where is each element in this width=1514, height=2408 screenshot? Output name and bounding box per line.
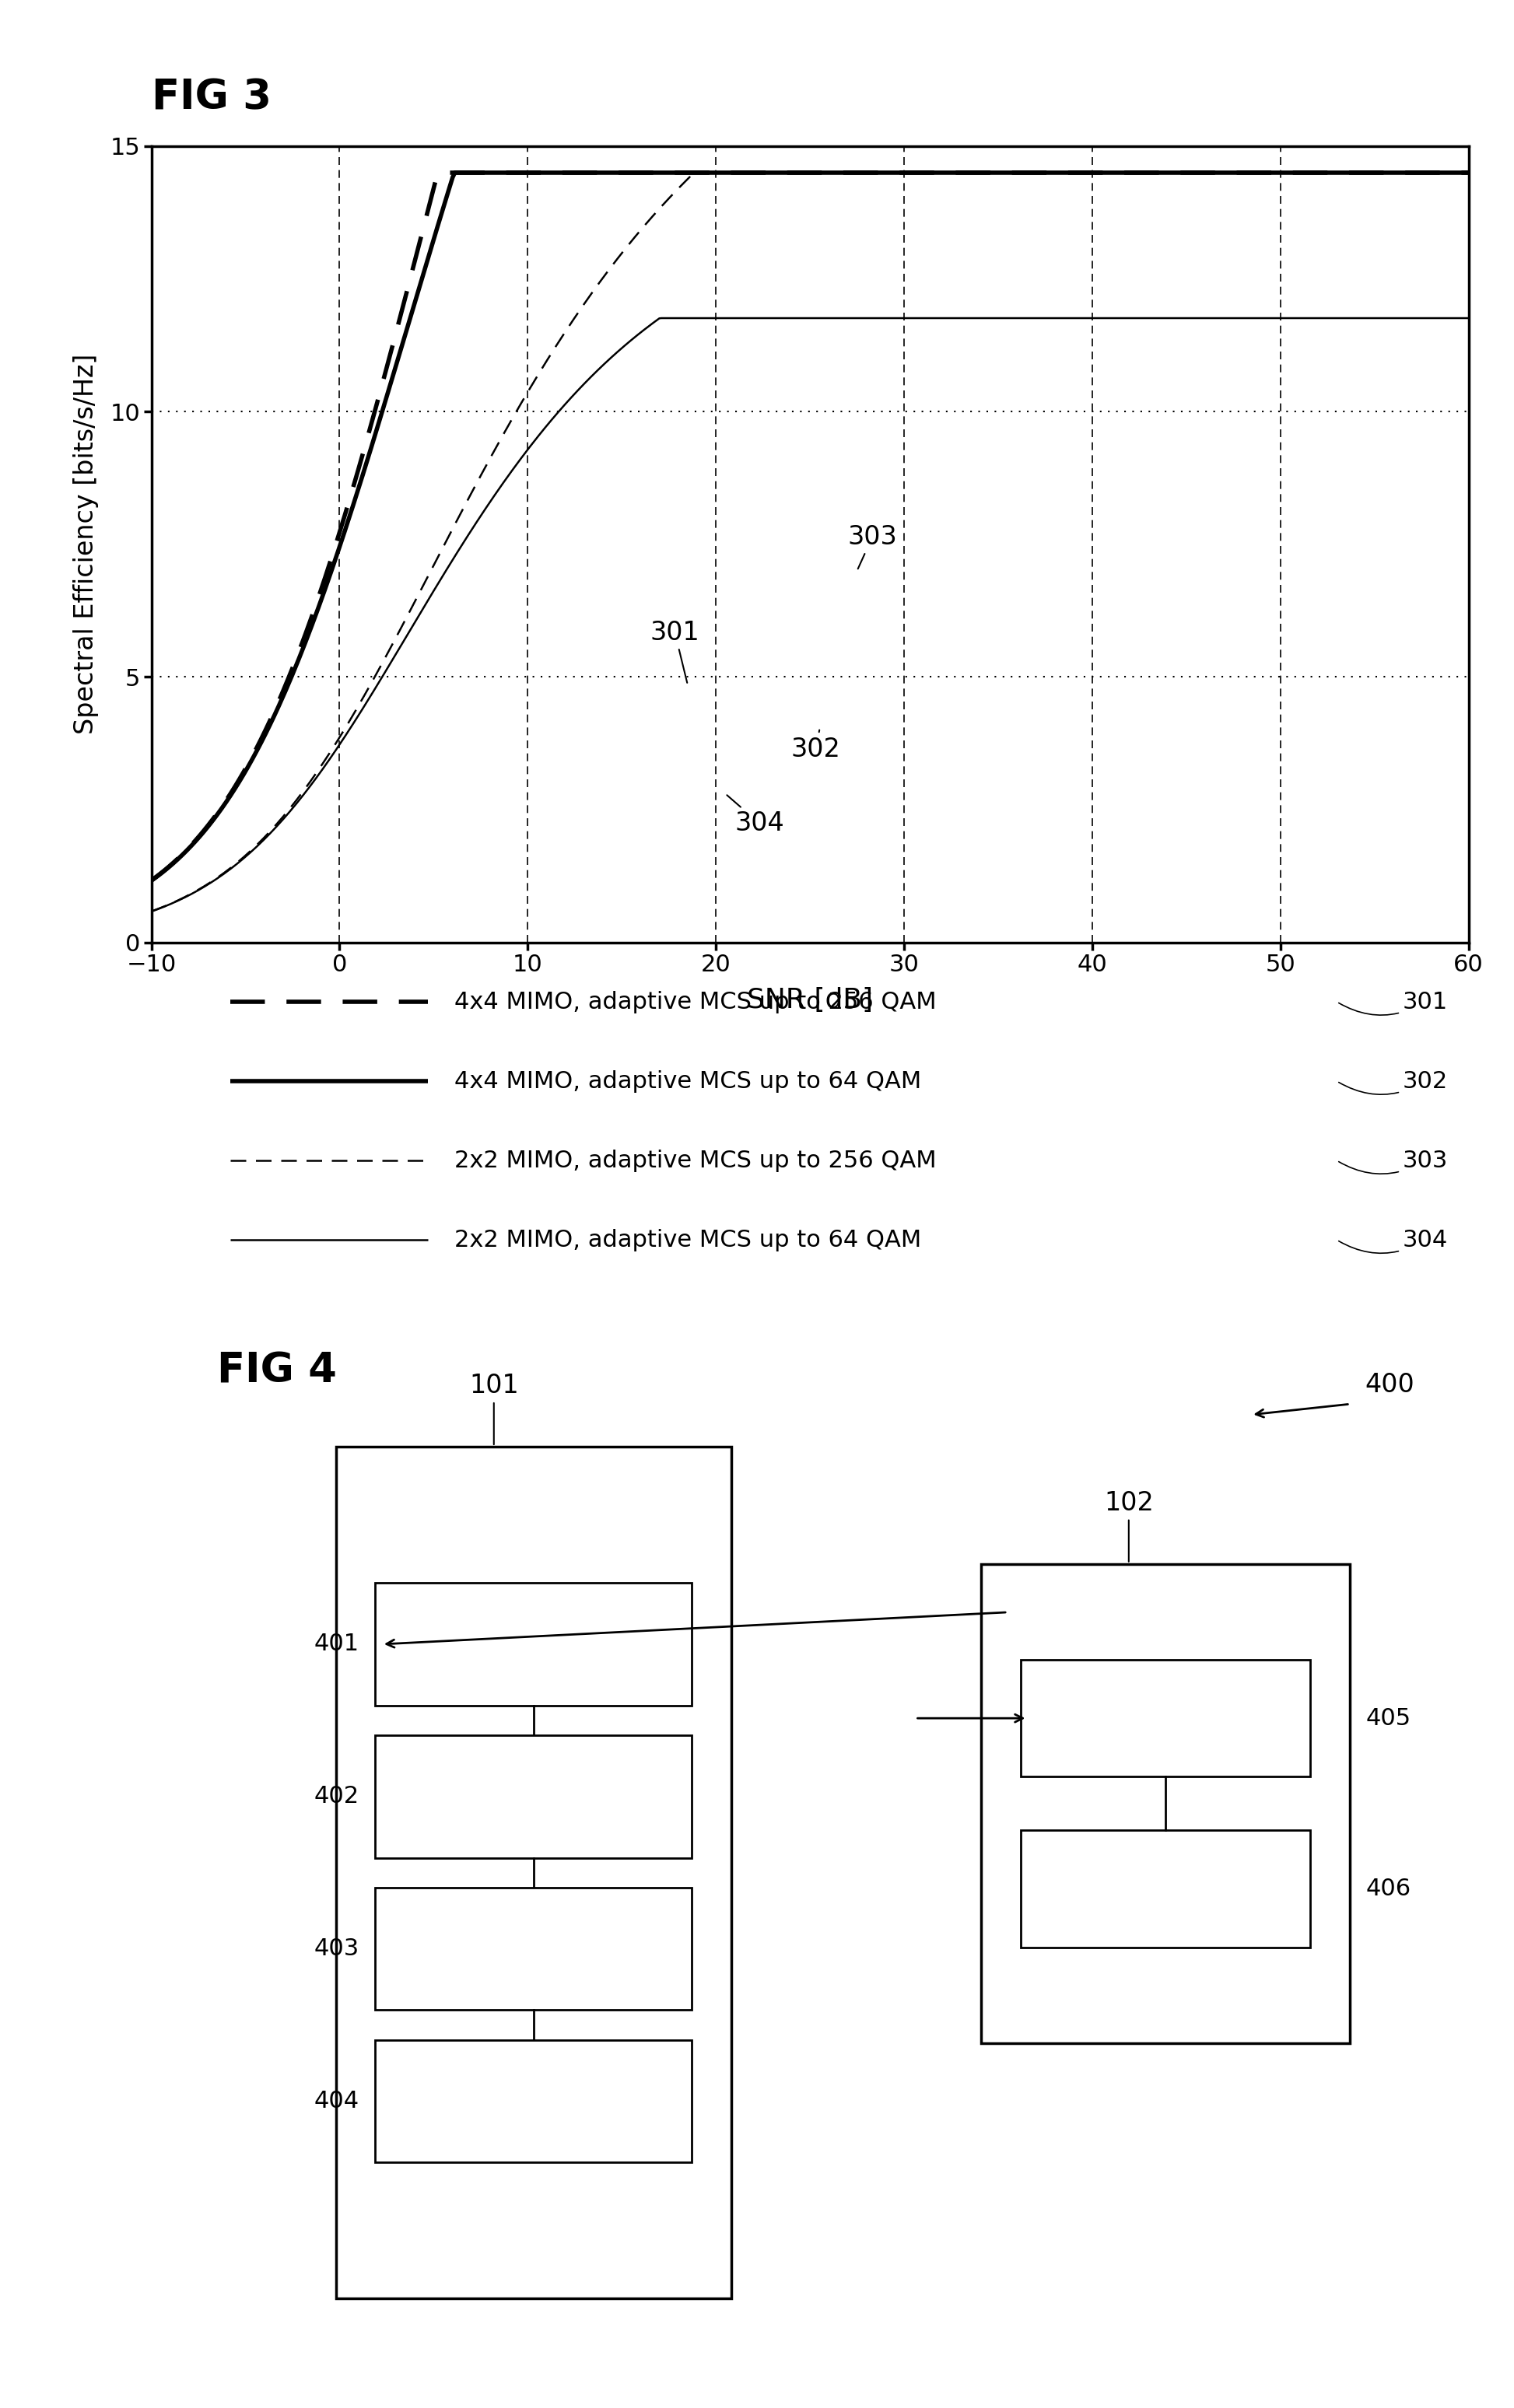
- Text: 402: 402: [315, 1784, 359, 1808]
- Text: 102: 102: [1104, 1491, 1154, 1563]
- Bar: [375, 2040, 692, 2162]
- Text: 401: 401: [315, 1633, 359, 1654]
- Text: 301: 301: [1338, 990, 1447, 1016]
- Text: 303: 303: [848, 525, 898, 568]
- Text: 406: 406: [1366, 1878, 1411, 1900]
- Bar: [981, 1563, 1350, 2042]
- Bar: [375, 1582, 692, 1705]
- Text: 405: 405: [1366, 1707, 1411, 1729]
- Text: 4x4 MIMO, adaptive MCS up to 256 QAM: 4x4 MIMO, adaptive MCS up to 256 QAM: [454, 990, 937, 1014]
- X-axis label: SNR [dB]: SNR [dB]: [746, 987, 874, 1014]
- Text: 4x4 MIMO, adaptive MCS up to 64 QAM: 4x4 MIMO, adaptive MCS up to 64 QAM: [454, 1069, 922, 1093]
- Text: 304: 304: [727, 795, 784, 836]
- Bar: [1020, 1830, 1311, 1948]
- Text: 404: 404: [315, 2090, 359, 2112]
- Bar: [1020, 1659, 1311, 1777]
- Text: 302: 302: [792, 730, 840, 761]
- Text: 403: 403: [315, 1938, 359, 1960]
- Text: 101: 101: [469, 1373, 519, 1445]
- Text: FIG 4: FIG 4: [218, 1351, 338, 1392]
- Text: 2x2 MIMO, adaptive MCS up to 64 QAM: 2x2 MIMO, adaptive MCS up to 64 QAM: [454, 1228, 922, 1252]
- Text: 302: 302: [1338, 1069, 1447, 1096]
- Bar: [375, 1888, 692, 2011]
- Y-axis label: Spectral Efficiency [bits/s/Hz]: Spectral Efficiency [bits/s/Hz]: [73, 354, 98, 734]
- Text: 2x2 MIMO, adaptive MCS up to 256 QAM: 2x2 MIMO, adaptive MCS up to 256 QAM: [454, 1149, 937, 1173]
- Text: 303: 303: [1338, 1149, 1447, 1173]
- Bar: [336, 1447, 731, 2300]
- Text: 301: 301: [650, 619, 699, 684]
- Text: 304: 304: [1338, 1228, 1447, 1252]
- Bar: [375, 1736, 692, 1857]
- Text: FIG 3: FIG 3: [151, 77, 271, 118]
- Text: 400: 400: [1364, 1373, 1414, 1397]
